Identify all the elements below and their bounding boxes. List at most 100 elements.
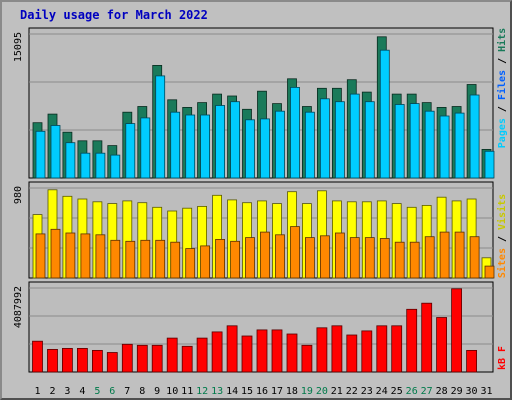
bar-kb-f-day-26 bbox=[406, 308, 418, 373]
x-tick-label: 7 bbox=[124, 386, 130, 397]
bar-files-day-30 bbox=[469, 94, 480, 179]
bar-files-day-20 bbox=[319, 98, 330, 179]
bar-sites-day-28 bbox=[439, 231, 450, 279]
legend-pages-files-hits-part: / bbox=[497, 52, 508, 70]
bar-sites-day-14 bbox=[230, 240, 241, 279]
bar-files-day-19 bbox=[304, 111, 315, 179]
x-tick-label: 2 bbox=[49, 386, 55, 397]
x-tick-label: 17 bbox=[271, 386, 283, 397]
legend-pages-files-hits: Pages / Files / Hits bbox=[496, 28, 508, 148]
bar-sites-day-18 bbox=[290, 226, 300, 279]
bar-sites-day-8 bbox=[140, 239, 151, 279]
legend-pages-files-hits-part: / bbox=[497, 100, 508, 118]
bar-kb-f-day-18 bbox=[286, 333, 298, 373]
bar-kb-f-day-1 bbox=[32, 340, 43, 373]
x-tick-label: 14 bbox=[226, 386, 238, 397]
legend-pages-files-hits-part: Hits bbox=[496, 28, 508, 52]
bar-sites-day-7 bbox=[125, 240, 136, 279]
x-tick-label: 10 bbox=[166, 386, 178, 397]
bar-files-day-5 bbox=[95, 152, 106, 179]
bar-sites-day-4 bbox=[80, 233, 91, 279]
ymax-label-3: 4087992 bbox=[13, 286, 24, 328]
x-tick-label: 15 bbox=[241, 386, 253, 397]
bar-files-day-3 bbox=[65, 142, 76, 179]
bar-kb-f-day-17 bbox=[271, 329, 283, 373]
bar-files-day-31 bbox=[484, 150, 495, 179]
bar-files-day-2 bbox=[50, 125, 61, 179]
bar-kb-f-day-8 bbox=[136, 344, 148, 373]
ymax-label-2: 980 bbox=[13, 186, 24, 204]
bar-sites-day-9 bbox=[155, 239, 166, 279]
bar-kb-f-day-6 bbox=[106, 352, 118, 373]
legend-pages-files-hits-part: Pages bbox=[497, 118, 508, 148]
bar-files-day-6 bbox=[110, 154, 121, 179]
bar-kb-f-day-11 bbox=[181, 345, 193, 373]
bar-kb-f-day-22 bbox=[346, 334, 358, 373]
bar-sites-day-22 bbox=[349, 237, 360, 279]
bar-files-day-27 bbox=[424, 110, 435, 179]
bar-kb-f-day-4 bbox=[77, 347, 88, 373]
bar-sites-day-30 bbox=[469, 236, 480, 279]
x-tick-label: 21 bbox=[331, 386, 343, 397]
x-tick-label: 4 bbox=[79, 386, 85, 397]
bar-files-day-28 bbox=[439, 115, 450, 179]
bar-kb-f-day-14 bbox=[226, 325, 238, 373]
legend-pages-files-hits-part: Files bbox=[496, 70, 508, 100]
bar-sites-day-11 bbox=[185, 248, 196, 279]
bar-files-day-29 bbox=[454, 112, 465, 179]
x-tick-label: 26 bbox=[406, 386, 418, 397]
bar-kb-f-day-30 bbox=[466, 349, 478, 373]
bar-files-day-21 bbox=[334, 101, 345, 179]
bar-sites-day-24 bbox=[379, 238, 390, 279]
bar-kb-f-day-10 bbox=[166, 337, 178, 373]
bar-files-day-10 bbox=[170, 111, 181, 179]
x-tick-label: 25 bbox=[391, 386, 403, 397]
bar-kb-f-day-24 bbox=[376, 325, 388, 373]
x-tick-label: 5 bbox=[94, 386, 100, 397]
bar-kb-f-day-2 bbox=[47, 348, 58, 373]
x-tick-label: 13 bbox=[211, 386, 223, 397]
bar-kb-f-day-5 bbox=[92, 349, 103, 373]
bar-files-day-4 bbox=[80, 152, 91, 179]
bar-sites-day-19 bbox=[304, 237, 315, 279]
bar-sites-day-12 bbox=[200, 245, 211, 279]
bar-sites-day-10 bbox=[170, 241, 181, 279]
x-tick-label: 27 bbox=[421, 386, 433, 397]
x-tick-label: 6 bbox=[109, 386, 115, 397]
bar-kb-f-day-9 bbox=[151, 344, 163, 373]
bar-files-day-1 bbox=[35, 130, 46, 179]
bar-files-day-9 bbox=[155, 75, 166, 179]
ymax-label-1: 15095 bbox=[13, 32, 24, 62]
legend-kbytes: kB F bbox=[497, 346, 508, 370]
bar-sites-day-15 bbox=[245, 237, 255, 279]
bar-sites-day-27 bbox=[424, 236, 435, 279]
bar-sites-day-13 bbox=[215, 238, 226, 279]
x-tick-label: 3 bbox=[64, 386, 70, 397]
bar-sites-day-26 bbox=[409, 241, 420, 279]
x-tick-label: 22 bbox=[346, 386, 358, 397]
bar-sites-day-16 bbox=[260, 231, 270, 279]
bar-sites-day-23 bbox=[364, 237, 375, 279]
bar-files-day-11 bbox=[185, 114, 196, 179]
bar-sites-day-5 bbox=[95, 234, 106, 279]
bar-kb-f-day-19 bbox=[301, 344, 313, 373]
bar-kb-f-day-21 bbox=[331, 325, 343, 373]
legend-sites-visits-part: / bbox=[497, 230, 508, 248]
bar-kb-f-day-15 bbox=[241, 335, 253, 373]
bar-files-day-23 bbox=[364, 101, 375, 179]
legend-sites-visits-part: Visits bbox=[496, 194, 508, 230]
bar-files-day-7 bbox=[125, 123, 136, 179]
x-tick-label: 23 bbox=[361, 386, 373, 397]
bar-files-day-14 bbox=[230, 101, 241, 179]
bar-kb-f-day-28 bbox=[436, 317, 448, 373]
bar-kb-f-day-12 bbox=[196, 337, 208, 373]
x-tick-label: 11 bbox=[181, 386, 193, 397]
bar-kb-f-day-16 bbox=[256, 329, 268, 373]
bar-kb-f-day-3 bbox=[62, 347, 73, 373]
bar-kb-f-day-20 bbox=[316, 327, 328, 373]
bar-sites-day-6 bbox=[110, 239, 121, 279]
x-tick-label: 9 bbox=[154, 386, 160, 397]
bar-kb-f-day-25 bbox=[391, 325, 403, 373]
bar-kb-f-day-13 bbox=[211, 331, 223, 373]
